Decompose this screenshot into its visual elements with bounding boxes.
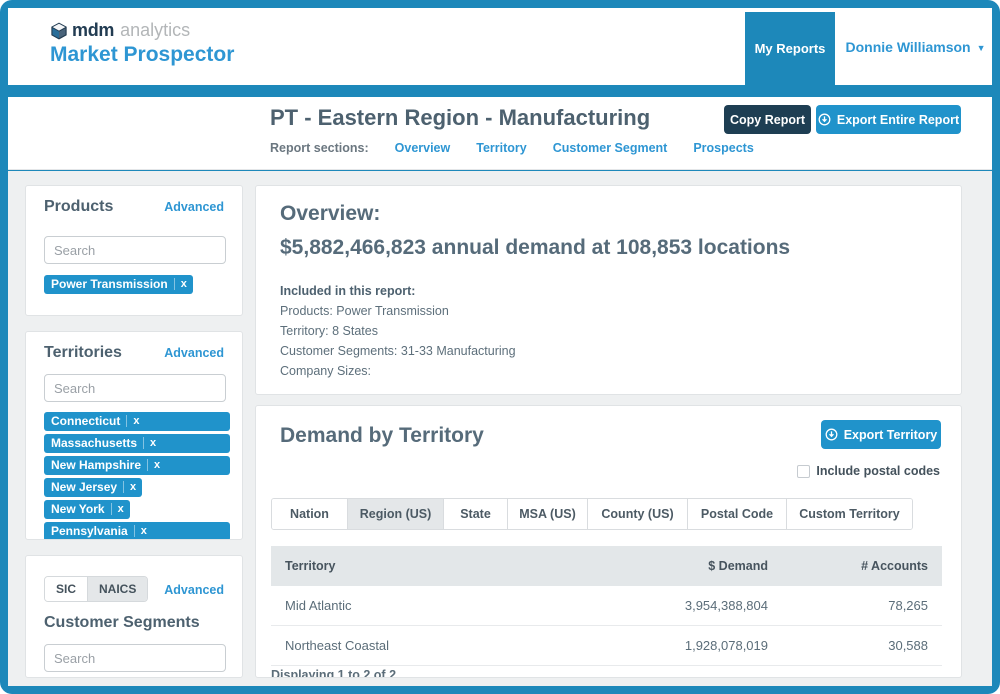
section-link-prospects[interactable]: Prospects	[693, 141, 754, 155]
tab-custom-territory[interactable]: Custom Territory	[787, 499, 912, 529]
cell-accounts: 78,265	[888, 598, 928, 613]
download-circle-icon	[825, 428, 838, 441]
territory-level-tabs: Nation Region (US) State MSA (US) County…	[271, 498, 913, 530]
export-territory-label: Export Territory	[843, 427, 938, 442]
product-name: Market Prospector	[50, 43, 235, 66]
territories-panel: Territories Advanced Connecticut x Massa…	[25, 331, 243, 540]
report-sections-label: Report sections:	[270, 141, 369, 155]
col-header-territory: Territory	[285, 559, 336, 573]
export-entire-report-button[interactable]: Export Entire Report	[816, 105, 961, 134]
territory-tag-label: Pennsylvania	[51, 524, 128, 538]
remove-tag-icon[interactable]: x	[173, 278, 187, 290]
products-search-input[interactable]	[44, 236, 226, 264]
included-company-sizes-line: Company Sizes:	[280, 364, 372, 378]
territories-title: Territories	[44, 344, 122, 361]
tab-state[interactable]: State	[444, 499, 508, 529]
included-products-line: Products: Power Transmission	[280, 304, 449, 318]
col-header-demand: $ Demand	[708, 559, 768, 573]
products-advanced-link[interactable]: Advanced	[164, 200, 224, 214]
col-header-accounts: # Accounts	[861, 559, 928, 573]
tab-nation[interactable]: Nation	[272, 499, 348, 529]
cell-demand: 1,928,078,019	[684, 638, 768, 653]
territory-tag-label: New Jersey	[51, 480, 118, 494]
section-link-customer-segment[interactable]: Customer Segment	[552, 141, 668, 155]
toggle-sic[interactable]: SIC	[45, 577, 89, 601]
territories-advanced-link[interactable]: Advanced	[164, 346, 224, 360]
postal-codes-checkbox[interactable]	[797, 464, 811, 478]
report-sections-nav: Report sections: Overview Territory Cust…	[270, 141, 754, 155]
demand-table: Territory $ Demand # Accounts Mid Atlant…	[271, 546, 942, 666]
report-title: PT - Eastern Region - Manufacturing	[270, 105, 651, 130]
included-heading: Included in this report:	[280, 284, 416, 298]
remove-tag-icon[interactable]: x	[143, 437, 156, 449]
chevron-down-icon: ▼	[976, 42, 986, 53]
export-territory-button[interactable]: Export Territory	[821, 420, 941, 449]
postal-codes-label: Include postal codes	[816, 464, 940, 478]
territories-search-input[interactable]	[44, 374, 226, 402]
app-header: mdm analytics Market Prospector My Repor…	[8, 8, 992, 85]
cell-territory: Mid Atlantic	[285, 598, 352, 613]
overview-heading: Overview:	[280, 202, 381, 225]
download-circle-icon	[818, 113, 831, 126]
cell-accounts: 30,588	[888, 638, 928, 653]
tab-county-us[interactable]: County (US)	[588, 499, 688, 529]
report-title-band: PT - Eastern Region - Manufacturing Repo…	[8, 97, 992, 170]
segments-search-input[interactable]	[44, 644, 226, 672]
territory-tag-label: New Hampshire	[51, 458, 142, 472]
tab-region-us[interactable]: Region (US)	[348, 499, 444, 529]
territory-tag[interactable]: Massachusetts x	[44, 434, 230, 453]
my-reports-tab[interactable]: My Reports	[745, 12, 835, 85]
export-entire-report-label: Export Entire Report	[836, 112, 960, 127]
included-segments-line: Customer Segments: 31-33 Manufacturing	[280, 344, 516, 358]
include-postal-codes-control[interactable]: Include postal codes	[797, 464, 940, 478]
brand-name: mdm	[72, 20, 115, 40]
demand-by-territory-panel: Demand by Territory Export Territory Inc…	[255, 405, 962, 678]
copy-report-button[interactable]: Copy Report	[724, 105, 811, 134]
remove-tag-icon[interactable]: x	[126, 415, 139, 427]
territory-tag[interactable]: New Jersey x	[44, 478, 143, 497]
remove-tag-icon[interactable]: x	[147, 459, 160, 471]
overview-summary: $5,882,466,823 annual demand at 108,853 …	[280, 236, 791, 259]
cube-logo-icon	[50, 22, 68, 40]
sic-naics-toggle: SIC NAICS	[44, 576, 149, 602]
overview-panel: Overview: $5,882,466,823 annual demand a…	[255, 185, 962, 395]
table-pagination-status: Displaying 1 to 2 of 2	[271, 668, 397, 678]
cell-territory: Northeast Coastal	[285, 638, 390, 653]
products-title: Products	[44, 198, 114, 215]
user-menu[interactable]: Donnie Williamson ▼	[843, 8, 988, 85]
section-link-territory[interactable]: Territory	[476, 141, 527, 155]
remove-tag-icon[interactable]: x	[123, 481, 136, 493]
territory-tag[interactable]: Pennsylvania x	[44, 522, 230, 539]
territory-tag-label: New York	[51, 502, 105, 516]
remove-tag-icon[interactable]: x	[133, 525, 147, 537]
demand-table-header: Territory $ Demand # Accounts	[271, 546, 942, 586]
included-territory-line: Territory: 8 States	[280, 324, 378, 338]
customer-segments-title: Customer Segments	[44, 614, 200, 631]
tab-postal-code[interactable]: Postal Code	[688, 499, 787, 529]
user-name: Donnie Williamson	[845, 38, 971, 55]
territory-tag-label: Massachusetts	[51, 436, 138, 450]
product-tag-label: Power Transmission	[51, 277, 168, 291]
toggle-naics[interactable]: NAICS	[88, 577, 148, 601]
territory-tag[interactable]: New York x	[44, 500, 130, 519]
product-tag[interactable]: Power Transmission x	[44, 275, 193, 294]
brand-suffix: analytics	[120, 20, 191, 40]
customer-segments-panel: SIC NAICS Advanced Customer Segments	[25, 555, 243, 678]
section-link-overview[interactable]: Overview	[394, 141, 451, 155]
territory-tag[interactable]: New Hampshire x	[44, 456, 230, 475]
remove-tag-icon[interactable]: x	[110, 503, 124, 515]
cell-demand: 3,954,388,804	[684, 598, 768, 613]
table-row[interactable]: Mid Atlantic 3,954,388,804 78,265	[271, 586, 942, 626]
products-panel: Products Advanced Power Transmission x	[25, 185, 243, 316]
tab-msa-us[interactable]: MSA (US)	[508, 499, 588, 529]
territory-tag[interactable]: Connecticut x	[44, 412, 230, 431]
territory-tag-label: Connecticut	[51, 414, 121, 428]
demand-heading: Demand by Territory	[280, 424, 484, 447]
table-row[interactable]: Northeast Coastal 1,928,078,019 30,588	[271, 626, 942, 666]
brand-logo: mdm analytics Market Prospector	[50, 20, 234, 67]
segments-advanced-link[interactable]: Advanced	[164, 583, 224, 597]
